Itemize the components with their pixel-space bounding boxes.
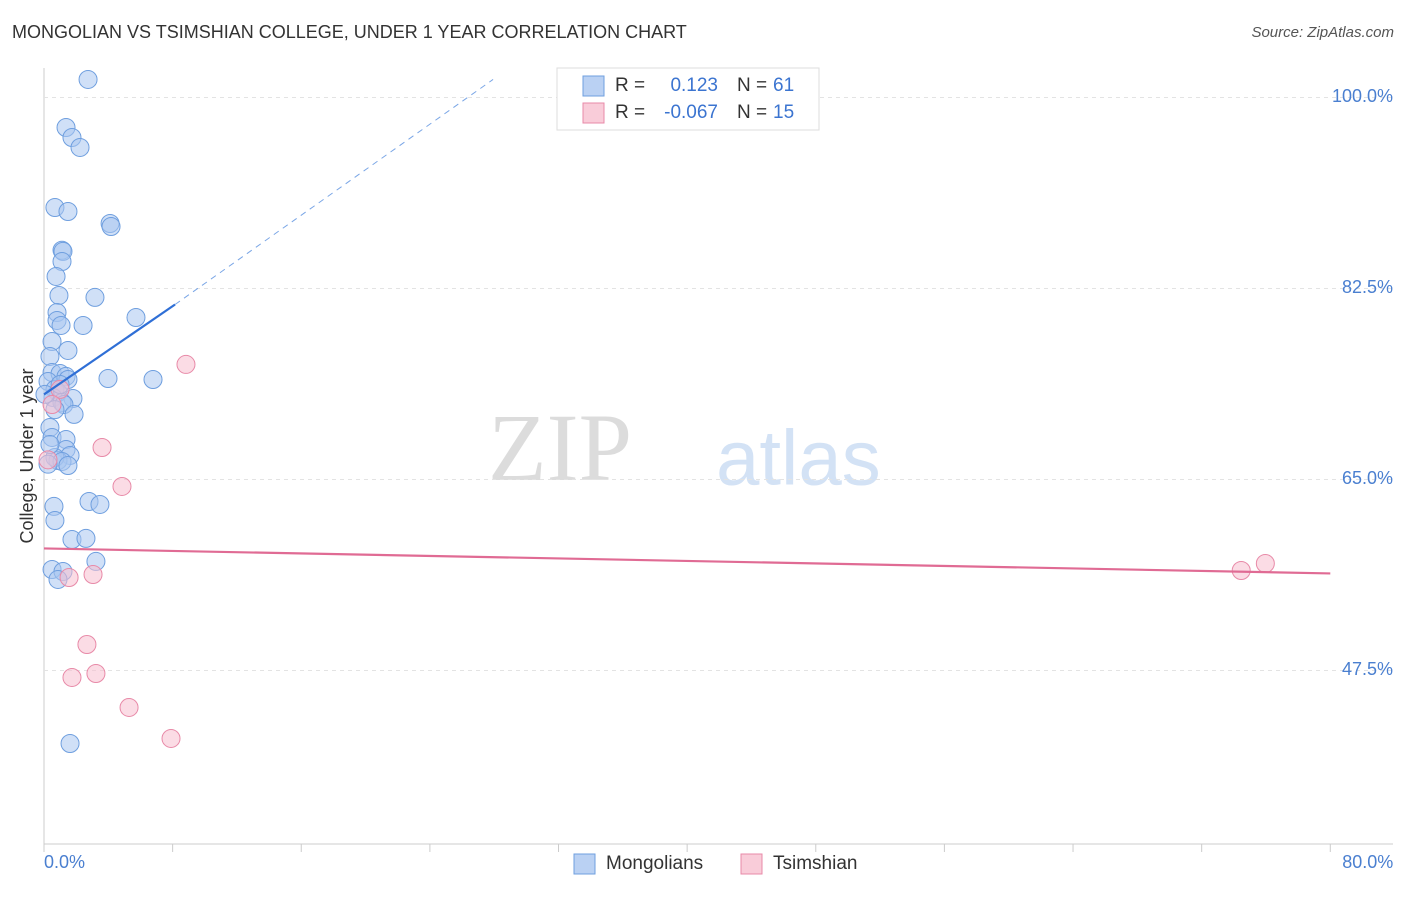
point — [58, 340, 78, 360]
x-tick-label: 80.0% — [1342, 852, 1393, 872]
point — [42, 394, 62, 414]
y-axis-label: College, Under 1 year — [17, 368, 37, 543]
point — [176, 354, 196, 374]
point — [90, 494, 110, 514]
legend-n-label: N = — [737, 102, 767, 123]
point — [58, 455, 78, 475]
point — [78, 69, 98, 89]
legend-swatch — [740, 853, 763, 875]
legend-label: Mongolians — [606, 853, 703, 874]
x-tick-label: 0.0% — [44, 852, 85, 872]
point — [161, 728, 181, 748]
point — [64, 404, 84, 424]
point — [77, 634, 97, 654]
source: Source: ZipAtlas.com — [1251, 24, 1394, 41]
legend-r-value: -0.067 — [664, 102, 718, 123]
point — [60, 733, 80, 753]
point — [49, 285, 69, 305]
y-tick-label: 65.0% — [1342, 468, 1393, 488]
point — [92, 437, 112, 457]
point — [59, 567, 79, 587]
legend-n-value: 61 — [773, 75, 794, 96]
chart-title: MONGOLIAN VS TSIMSHIAN COLLEGE, UNDER 1 … — [12, 22, 687, 42]
point — [58, 202, 78, 222]
point — [98, 369, 118, 389]
trend-extension — [174, 79, 494, 305]
point — [1255, 554, 1275, 574]
point — [46, 266, 66, 286]
trend-line — [43, 547, 1331, 575]
point — [143, 369, 163, 389]
point — [76, 528, 96, 548]
legend-label: Tsimshian — [773, 853, 857, 874]
legend-r-value: 0.123 — [670, 75, 718, 96]
points — [35, 69, 1331, 753]
point — [85, 287, 105, 307]
y-tick-label: 82.5% — [1342, 277, 1393, 297]
point — [45, 511, 65, 531]
legend-swatch — [582, 102, 605, 124]
y-tick-label: 100.0% — [1332, 86, 1393, 106]
point — [62, 667, 82, 687]
legend: R = 0.123 N = 61 R = -0.067 N = 15 — [556, 67, 820, 131]
watermark: ZIP — [488, 394, 632, 501]
legend-n-label: N = — [737, 75, 767, 96]
point — [73, 315, 93, 335]
legend-r-label: R = — [615, 102, 645, 123]
point — [86, 664, 106, 684]
legend-n-value: 15 — [773, 102, 794, 123]
legend-r-label: R = — [615, 75, 645, 96]
watermark: atlas — [716, 414, 881, 502]
point — [38, 450, 58, 470]
legend-swatch — [573, 853, 596, 875]
point — [112, 476, 132, 496]
legend-swatch — [582, 75, 605, 97]
y-tick-label: 47.5% — [1342, 659, 1393, 679]
point — [51, 315, 71, 335]
trend-line — [43, 303, 176, 396]
point — [126, 307, 146, 327]
point — [83, 565, 103, 585]
point — [101, 216, 121, 236]
point — [70, 137, 90, 157]
point — [119, 697, 139, 717]
point — [40, 346, 60, 366]
